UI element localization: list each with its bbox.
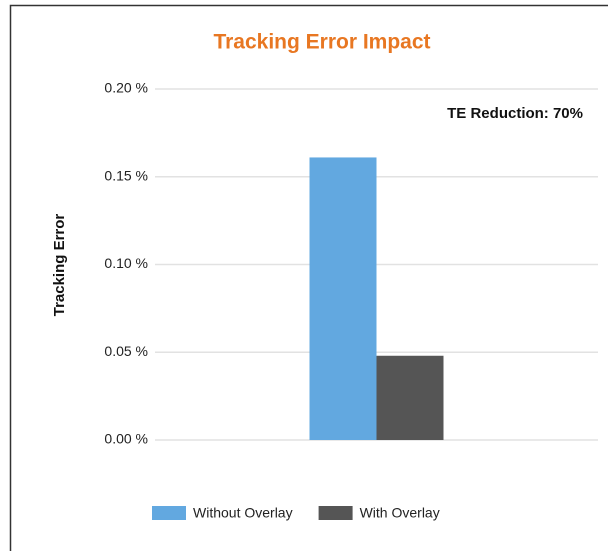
y-tick-label: 0.00 % xyxy=(104,431,148,447)
y-tick-label: 0.15 % xyxy=(104,167,148,183)
bar xyxy=(376,355,444,440)
annotation: TE Reduction: 70% xyxy=(447,105,583,122)
bar xyxy=(309,157,377,440)
frame xyxy=(9,4,608,551)
y-tick-label: 0.20 % xyxy=(104,80,148,96)
y-tick-label: 0.05 % xyxy=(104,343,148,359)
legend-swatch xyxy=(318,506,353,520)
legend-label: With Overlay xyxy=(360,505,440,521)
chart-title: Tracking Error Impact xyxy=(213,31,430,54)
y-tick-label: 0.10 % xyxy=(104,255,148,271)
y-axis-label: Tracking Error xyxy=(51,214,68,317)
legend-label: Without Overlay xyxy=(193,505,293,521)
legend-swatch xyxy=(152,506,186,520)
